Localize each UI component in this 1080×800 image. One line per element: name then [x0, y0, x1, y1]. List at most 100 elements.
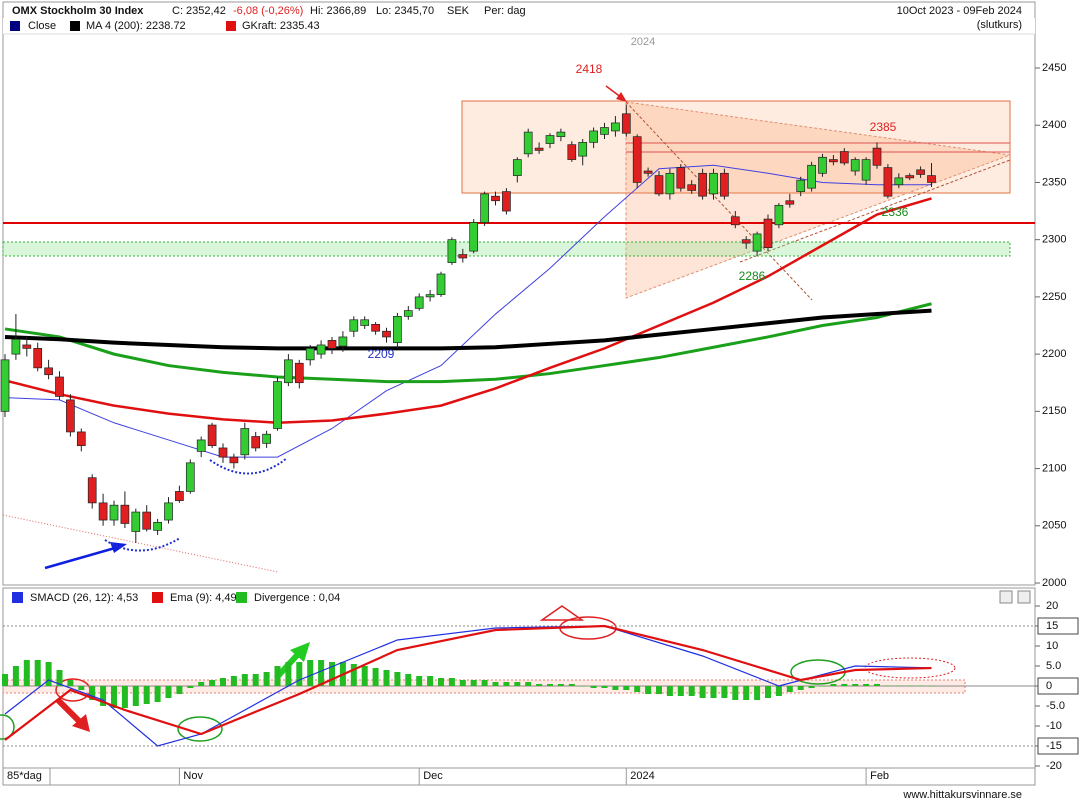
year-label: 2024	[631, 36, 655, 48]
candle-body	[676, 167, 686, 189]
divergence-bar	[34, 660, 41, 686]
candle-body	[523, 131, 533, 155]
legend-label: Ema (9): 4,49	[170, 592, 237, 604]
divergence-bar	[2, 674, 8, 686]
divergence-bar	[263, 672, 270, 686]
divergence-bar	[895, 685, 902, 687]
tool-icon[interactable]	[999, 590, 1013, 604]
y-tick-label: 2150	[1042, 405, 1066, 417]
tool-icon[interactable]	[1017, 590, 1031, 604]
candle-body	[360, 319, 370, 326]
y-tick-label: 2200	[1042, 348, 1066, 360]
header-low: Lo: 2345,70	[376, 5, 434, 17]
legend-swatch	[70, 21, 80, 31]
divergence-bar	[775, 686, 782, 696]
y-tick-label: 2250	[1042, 291, 1066, 303]
divergence-bar	[459, 680, 466, 686]
divergence-bar	[884, 685, 891, 687]
divergence-bar	[165, 686, 172, 698]
divergence-bar	[383, 670, 390, 686]
candle-body	[763, 218, 773, 249]
annotation: 2286	[739, 269, 766, 283]
candle-body	[556, 131, 566, 138]
divergence-bar	[111, 686, 117, 708]
candle-body	[502, 191, 511, 212]
price-panel	[2, 1, 1036, 586]
legend-label: GKraft: 2335.43	[242, 20, 320, 32]
y-tick-label: 2100	[1042, 462, 1066, 474]
y-tick-label: 2350	[1042, 176, 1066, 188]
footer: www.hittakursvinnare.se	[902, 789, 1022, 800]
macd-line	[4, 624, 932, 741]
candle-body	[185, 462, 195, 492]
highlight-ellipse	[864, 657, 956, 679]
candle-body	[632, 136, 642, 183]
divergence-bar	[154, 686, 161, 702]
arrow-head	[616, 92, 627, 102]
trend-line	[625, 101, 813, 301]
candle-body	[654, 175, 664, 195]
chart-title: OMX Stockholm 30 Index	[12, 5, 144, 17]
x-tick-label: 2024	[630, 770, 654, 782]
date-range: 10Oct 2023 - 09Feb 2024	[897, 5, 1022, 17]
indicator-line	[4, 164, 932, 458]
y-tick-label: 2400	[1042, 119, 1066, 131]
legend-swatch	[152, 592, 163, 603]
candle-body	[425, 294, 435, 298]
divergence-bar	[928, 685, 935, 687]
candle-body	[829, 159, 838, 163]
candle-body	[469, 222, 479, 252]
header-high: Hi: 2366,89	[310, 5, 366, 17]
candle-body	[807, 164, 816, 189]
divergence-bar	[721, 686, 728, 698]
divergence-bar	[252, 674, 259, 686]
divergence-bar	[56, 670, 63, 686]
divergence-bar	[710, 686, 717, 698]
divergence-bar	[78, 686, 85, 690]
candle-body	[927, 175, 936, 183]
legend-label: SMACD (26, 12): 4,53	[30, 592, 138, 604]
candle-body	[164, 502, 173, 521]
candle-body	[371, 324, 380, 332]
divergence-bar	[427, 676, 434, 686]
x-tick-label: Feb	[870, 770, 889, 782]
candle-body	[665, 172, 675, 195]
legend-swatch	[236, 592, 247, 603]
x-tick-label: Nov	[183, 770, 203, 782]
candle-body	[273, 381, 282, 429]
divergence-bar	[590, 686, 597, 688]
y-tick-label: -10	[1046, 720, 1062, 732]
y-tick-label: 5.0	[1046, 660, 1061, 672]
dotted-arc	[104, 537, 181, 552]
divergence-bar	[285, 662, 292, 686]
header-close: C: 2352,42	[172, 5, 226, 17]
candle-body	[894, 177, 904, 186]
legend-bar	[3, 18, 1035, 34]
divergence-bar	[143, 686, 150, 704]
divergence-bar	[557, 684, 564, 686]
candle-body	[316, 344, 326, 355]
y-tick-label: 2450	[1042, 62, 1066, 74]
legend-label: Close	[28, 20, 56, 32]
candle-body	[850, 159, 860, 172]
candle-body	[720, 172, 729, 197]
price-basis: (slutkurs)	[977, 19, 1022, 31]
divergence-bar	[874, 684, 880, 686]
candle-body	[251, 436, 261, 449]
candle-body	[512, 159, 522, 176]
divergence-bar	[45, 662, 52, 686]
candle-body	[0, 359, 10, 412]
range-box	[461, 100, 1011, 194]
y-tick-label: 10	[1046, 640, 1058, 652]
candle-body	[534, 147, 544, 151]
divergence-bar	[361, 666, 368, 686]
drawings	[2, 85, 1035, 573]
header-period: Per: dag	[484, 5, 526, 17]
highlight-ellipse	[0, 714, 15, 740]
candle-body	[153, 521, 162, 531]
divergence-bar	[645, 686, 652, 694]
candle-body	[545, 135, 555, 144]
divergence-bar	[863, 684, 870, 686]
triangle-zone	[625, 101, 1011, 299]
divergence-bar	[819, 686, 826, 687]
